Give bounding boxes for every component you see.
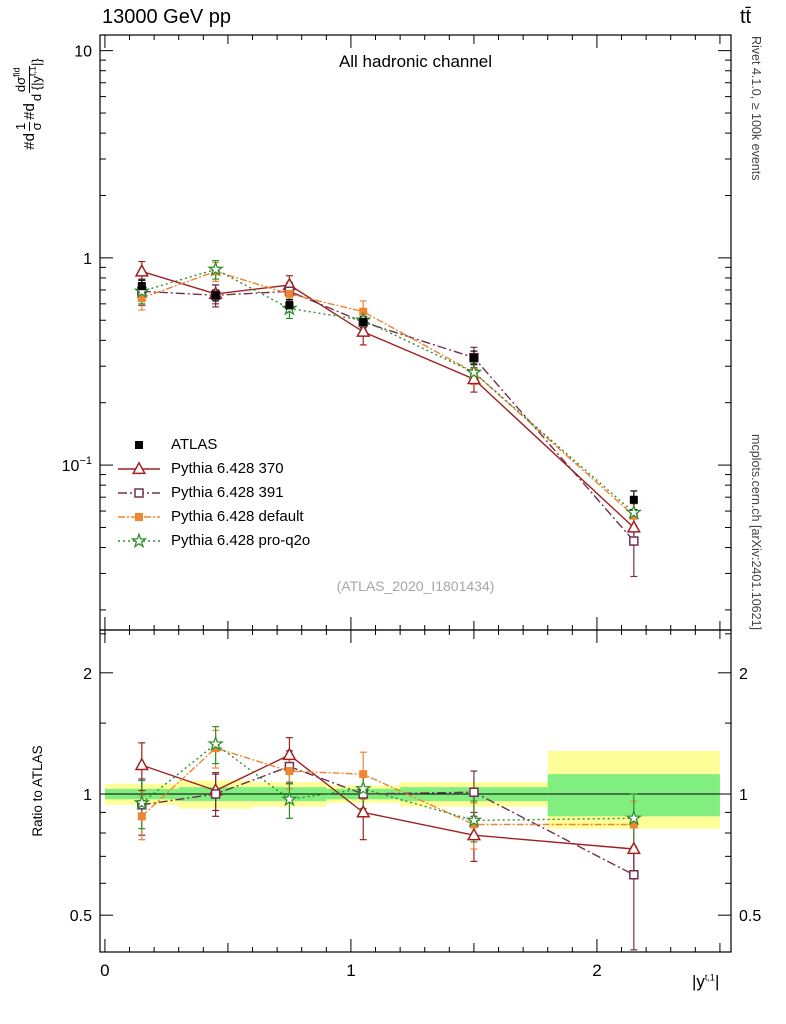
square-open-marker xyxy=(134,487,144,498)
y-tick-label: 1 xyxy=(83,251,92,268)
square-open-marker xyxy=(629,536,639,546)
y-tick-label: 10 xyxy=(74,44,92,61)
series-line-pythia-default xyxy=(141,270,635,517)
triangle-open-marker xyxy=(134,263,149,277)
star-open-marker xyxy=(130,531,148,548)
square-filled-marker xyxy=(469,353,478,362)
legend-item-atlas: ATLAS xyxy=(116,434,310,455)
ratio-tick-label-right: 0.5 xyxy=(739,908,761,925)
legend-label: Pythia 6.428 pro-q2o xyxy=(171,532,311,549)
ratio-line-pythia-370 xyxy=(141,754,634,850)
ratio-tick-label-left: 0.5 xyxy=(70,908,92,925)
legend-item-pythia-proq2o: Pythia 6.428 pro-q2o xyxy=(116,530,310,551)
plot-title: All hadronic channel xyxy=(338,52,493,71)
process-label: tt̄ xyxy=(740,6,752,28)
square-filled-marker xyxy=(135,440,143,449)
legend-glyph-pythia-391 xyxy=(118,487,160,498)
star-open-marker xyxy=(465,811,483,828)
legend: ATLAS Pythia 6.428 370 Pythia 6.428 391 Pyt… xyxy=(116,434,310,551)
legend-label: Pythia 6.428 391 xyxy=(171,484,284,501)
legend-glyph-atlas xyxy=(135,440,143,449)
square-filled-marker xyxy=(285,289,294,298)
analysis-watermark: (ATLAS_2020_I1801434) xyxy=(336,578,495,594)
x-tick-label: 0 xyxy=(100,961,109,980)
triangle-open-marker xyxy=(356,323,371,337)
series-line-pythia-370 xyxy=(141,270,635,529)
legend-item-pythia-default: Pythia 6.428 default xyxy=(116,506,310,527)
mcplots-attribution: mcplots.cern.ch [arXiv:2401.10621] xyxy=(749,434,763,630)
y-axis-label-main: #d 1 σ #d dσfid d {|yt,1|} xyxy=(11,28,45,178)
error-bars xyxy=(138,260,638,951)
x-axis-label: |yt,1| xyxy=(692,972,720,991)
triangle-open-marker xyxy=(131,460,147,474)
panel-frames xyxy=(99,34,732,953)
axis-ticks xyxy=(100,35,731,952)
star-open-marker xyxy=(465,363,483,380)
triangle-open-marker xyxy=(356,804,371,818)
star-open-marker xyxy=(354,780,372,796)
ylabel-prefix: #d xyxy=(20,103,38,120)
square-filled-marker xyxy=(469,820,478,829)
ylabel-fraction-2: dσfid d {|yt,1|} xyxy=(11,58,44,102)
square-open-marker xyxy=(629,870,639,880)
star-open-marker xyxy=(207,735,224,752)
ratio-tick-label-left: 1 xyxy=(83,787,92,804)
square-filled-marker xyxy=(359,318,368,327)
legend-item-pythia-370: Pythia 6.428 370 xyxy=(116,458,310,479)
data-markers xyxy=(133,260,643,880)
square-filled-marker xyxy=(629,820,638,829)
star-open-marker xyxy=(207,260,225,277)
y-axis-label-ratio: Ratio to ATLAS xyxy=(30,745,45,837)
y-tick-label: 10−1 xyxy=(62,455,92,475)
legend-label: Pythia 6.428 370 xyxy=(171,460,284,477)
square-filled-marker xyxy=(135,512,143,521)
triangle-open-marker xyxy=(626,519,641,533)
legend-glyph-pythia-proq2o xyxy=(118,531,160,548)
ratio-tick-label-right: 2 xyxy=(739,666,748,683)
ratio-tick-label-left: 2 xyxy=(83,666,92,683)
legend-label: Pythia 6.428 default xyxy=(171,508,304,525)
ylabel-fraction-1: 1 σ xyxy=(13,121,44,132)
legend-glyph-pythia-default xyxy=(118,512,160,521)
legend-item-pythia-391: Pythia 6.428 391 xyxy=(116,482,310,503)
ratio-tick-label-right: 1 xyxy=(739,787,748,804)
x-tick-label: 2 xyxy=(592,961,601,980)
tick-labels: 0 1 2 10 1 10−1 2 2 1 1 0.5 0.5 xyxy=(62,44,762,980)
square-open-marker xyxy=(210,789,221,799)
square-filled-marker xyxy=(285,767,294,776)
square-open-marker xyxy=(469,787,479,797)
square-filled-marker xyxy=(137,812,146,821)
square-filled-marker xyxy=(285,301,294,310)
square-filled-marker xyxy=(137,294,146,303)
star-open-marker xyxy=(625,503,643,520)
square-filled-marker xyxy=(629,495,638,504)
star-open-marker xyxy=(625,809,643,826)
triangle-open-marker xyxy=(466,371,481,385)
ratio-panel-frame xyxy=(99,629,732,953)
x-tick-label: 1 xyxy=(346,961,355,980)
square-filled-marker xyxy=(359,770,368,779)
triangle-open-marker xyxy=(282,747,297,761)
star-open-marker xyxy=(133,282,151,299)
ylabel-prefix: #d xyxy=(20,133,38,150)
square-filled-marker xyxy=(211,744,220,753)
legend-glyph-pythia-370 xyxy=(118,460,160,474)
triangle-open-marker xyxy=(626,841,641,855)
legend-label: ATLAS xyxy=(171,436,218,453)
series-lines xyxy=(141,268,635,876)
star-open-marker xyxy=(133,794,151,811)
triangle-open-marker xyxy=(466,827,481,841)
rivet-version-label: Rivet 4.1.0, ≥ 100k events xyxy=(749,36,763,181)
square-filled-marker xyxy=(211,291,220,300)
beam-energy-label: 13000 GeV pp xyxy=(102,6,231,28)
series-line-pythia-391 xyxy=(141,290,635,542)
star-open-marker xyxy=(281,790,298,807)
triangle-open-marker xyxy=(134,757,149,771)
ratio-line-pythia-391 xyxy=(141,765,635,876)
ratio-line-pythia-default xyxy=(141,747,634,826)
square-filled-marker xyxy=(137,282,146,291)
